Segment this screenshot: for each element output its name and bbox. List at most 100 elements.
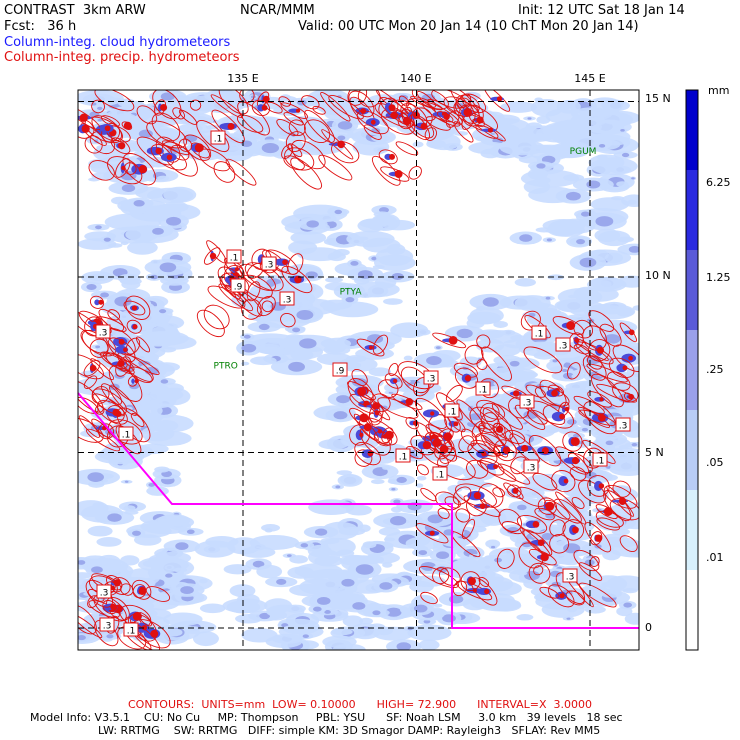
precip-contour — [125, 337, 141, 355]
model-title: CONTRAST 3km ARW — [4, 3, 146, 18]
precip-contour — [539, 586, 560, 599]
cloud-patch — [576, 239, 586, 245]
cloud-patch — [345, 297, 355, 303]
precip-contour — [371, 155, 401, 186]
cloud-patch — [265, 635, 303, 649]
precip-contour — [78, 353, 104, 380]
precip-core — [599, 397, 604, 402]
precip-contour — [115, 356, 132, 377]
precip-contour — [424, 127, 437, 141]
cloud-patch — [617, 275, 639, 288]
precip-core — [496, 96, 503, 102]
lon-axis-labels: 135 E 140 E 145 E — [227, 72, 605, 85]
cloud-patch — [266, 604, 305, 619]
contour-label: .9 — [332, 362, 348, 377]
contour-label: .1 — [475, 381, 491, 396]
cloud-patch — [345, 555, 357, 562]
precip-core — [81, 124, 90, 133]
precip-contour — [532, 472, 558, 491]
precip-contour — [429, 431, 457, 462]
cloud-patch — [423, 619, 431, 624]
precip-contour — [478, 483, 504, 508]
precip-contour — [479, 457, 505, 476]
map-frame — [77, 89, 640, 651]
colorbar-segment — [686, 170, 698, 250]
precip-contour — [129, 366, 153, 383]
contour-label: .3 — [615, 417, 631, 432]
precip-contour — [145, 586, 171, 602]
cloud-patch — [87, 525, 113, 537]
cloud-patch — [97, 118, 103, 122]
cloud-patch — [426, 356, 442, 366]
precip-contour — [418, 565, 459, 588]
cloud-patch — [545, 229, 559, 233]
cloud-patch — [333, 248, 350, 256]
cloud-patch — [391, 272, 404, 280]
precip-contour — [178, 138, 193, 152]
cloud-core — [94, 299, 100, 306]
precip-contour — [287, 253, 304, 275]
svg-text:.3: .3 — [283, 296, 292, 306]
cloud-patch — [175, 542, 189, 551]
cloud-patch — [586, 180, 601, 189]
contour-label: .3 — [562, 568, 578, 583]
precip-core — [463, 108, 473, 117]
precip-core — [422, 440, 432, 450]
cloud-patch — [314, 528, 328, 536]
cloud-patch — [390, 322, 429, 338]
precip-contour — [590, 373, 624, 408]
precip-contour — [471, 420, 486, 438]
precip-contour — [435, 491, 460, 511]
lon-label-145: 145 E — [574, 72, 605, 85]
lat-lon-grid — [78, 90, 639, 650]
contour-label: .1 — [123, 622, 139, 637]
legend-precip-hydrometeors: Column-integ. precip. hydrometeors — [4, 50, 240, 65]
precip-contour — [466, 459, 489, 479]
cloud-patch — [556, 99, 581, 114]
precip-contour — [178, 109, 198, 125]
precip-core — [430, 411, 435, 416]
precip-contour — [456, 399, 485, 430]
cloud-patch — [156, 175, 170, 181]
precip-contour — [549, 533, 570, 554]
cloud-patch — [566, 419, 577, 425]
precip-contour — [101, 383, 123, 405]
contour-label: .3 — [95, 324, 111, 339]
precip-contour — [583, 401, 617, 435]
cloud-patch — [484, 403, 495, 409]
precip-contour — [301, 95, 320, 110]
precip-contour — [492, 487, 505, 498]
cloud-patch — [307, 544, 332, 558]
cloud-patch — [524, 570, 541, 581]
cloud-patch — [294, 283, 324, 301]
cloud-patch — [162, 201, 189, 213]
precip-contour — [475, 432, 506, 454]
precip-core — [131, 305, 138, 311]
cloud-patch — [482, 297, 499, 307]
cloud-patch — [383, 298, 403, 305]
station-markers: PGUM PTYA PTRO — [214, 147, 597, 371]
cloud-patch — [194, 540, 236, 558]
cloud-patch — [382, 465, 391, 470]
precip-contour — [264, 101, 283, 114]
cloud-patch — [561, 368, 568, 373]
cloud-patch — [519, 234, 533, 242]
cloud-patch — [288, 361, 305, 372]
precip-core — [628, 329, 635, 336]
cloud-patch — [166, 216, 182, 226]
contour-label: .1 — [226, 249, 242, 264]
cloud-patch — [97, 106, 103, 110]
cloud-patch — [135, 608, 172, 621]
precip-contour — [425, 116, 451, 131]
cloud-patch — [368, 367, 392, 377]
cloud-patch — [581, 427, 589, 432]
cloud-patch — [544, 424, 560, 434]
cloud-patch — [294, 563, 343, 579]
cloud-patch — [499, 139, 545, 156]
precip-contour — [460, 571, 481, 592]
precip-core — [493, 464, 499, 470]
precip-contour — [256, 295, 276, 317]
precip-contour — [94, 90, 135, 112]
precip-core — [628, 393, 635, 400]
cloud-patch — [488, 581, 522, 596]
